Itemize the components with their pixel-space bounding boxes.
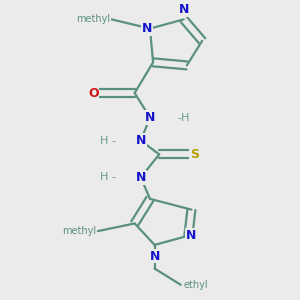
Text: N: N xyxy=(149,250,160,262)
Text: N: N xyxy=(142,22,152,35)
Text: H -: H - xyxy=(100,136,116,146)
Text: S: S xyxy=(190,148,199,161)
Text: H -: H - xyxy=(100,172,116,182)
Text: -H: -H xyxy=(178,112,190,123)
Text: N: N xyxy=(186,229,197,242)
Text: N: N xyxy=(136,171,146,184)
Text: N: N xyxy=(145,111,155,124)
Text: O: O xyxy=(88,86,98,100)
Text: N: N xyxy=(136,134,146,147)
Text: methyl: methyl xyxy=(76,14,110,24)
Text: ethyl: ethyl xyxy=(184,280,208,290)
Text: methyl: methyl xyxy=(62,226,96,236)
Text: N: N xyxy=(178,3,189,16)
